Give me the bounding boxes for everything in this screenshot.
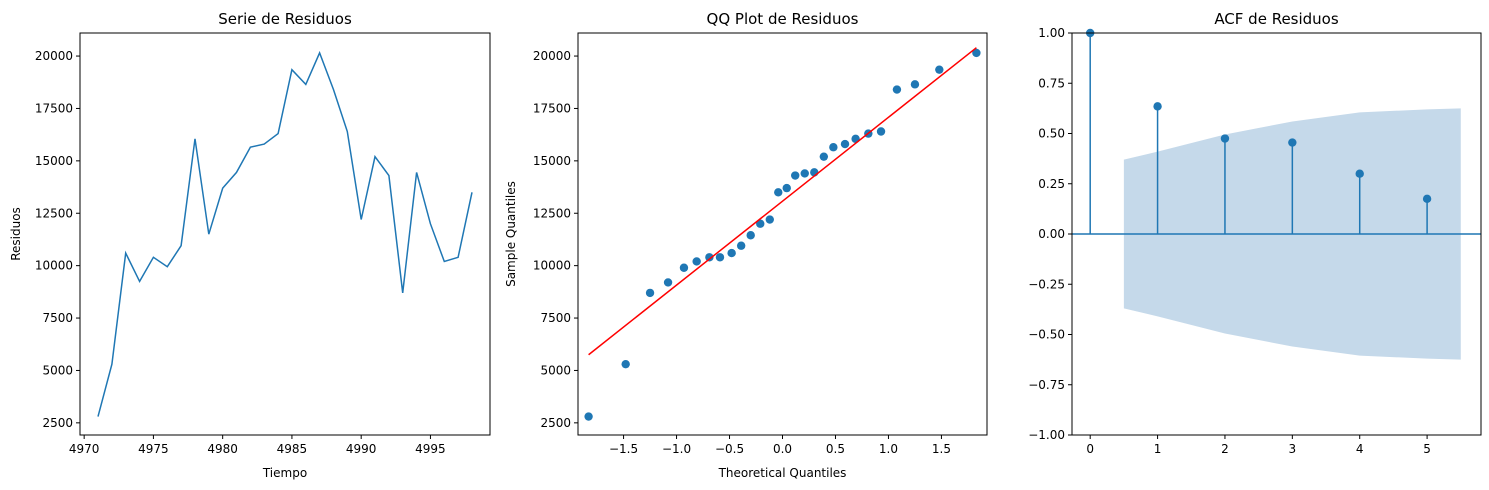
y-tick-label: 17500	[35, 101, 73, 115]
y-tick-label: 20000	[533, 49, 571, 63]
qq-point	[645, 288, 655, 298]
chart-title: QQ Plot de Residuos	[707, 10, 859, 28]
residual-series-line	[97, 50, 473, 417]
x-tick-label: 4975	[138, 442, 169, 456]
qq-point	[819, 152, 829, 161]
qq-point	[935, 65, 944, 74]
x-tick-label: 1.5	[932, 442, 951, 456]
axes-frame	[1071, 32, 1482, 436]
y-tick-label: −0.25	[1028, 277, 1065, 291]
x-tick-label: 4985	[277, 442, 308, 456]
y-axis-label: Sample Quantiles	[504, 181, 518, 287]
qq-point	[800, 169, 809, 178]
x-tick-label: 3	[1289, 442, 1297, 456]
y-tick-label: 2500	[540, 416, 571, 430]
y-tick-label: 15000	[533, 154, 571, 168]
qq-point	[765, 215, 774, 224]
axes-frame	[577, 32, 988, 436]
qq-point	[840, 139, 850, 149]
x-tick-label: 0	[1086, 442, 1094, 456]
chart-1: Serie de Residuos 4970 4975 4980 4985 4990 499…	[9, 10, 491, 480]
qq-point	[715, 253, 725, 262]
y-tick-label: 0.25	[1038, 177, 1065, 191]
qq-point	[705, 253, 714, 262]
y-tick-label: 12500	[35, 206, 73, 220]
x-tick-label: 1.0	[879, 442, 898, 456]
x-tick-label: 2	[1221, 442, 1229, 456]
chart-title: Serie de Residuos	[218, 10, 352, 28]
axes-frame	[79, 32, 491, 436]
acf-point	[1153, 102, 1162, 111]
x-tick-label: 4970	[69, 442, 100, 456]
qq-point	[756, 219, 765, 228]
y-tick-label: 10000	[533, 259, 571, 273]
qq-point	[584, 412, 593, 421]
y-tick-label: 12500	[533, 206, 571, 220]
x-axis-label: Theoretical Quantiles	[718, 466, 847, 480]
y-tick-label: 5000	[42, 363, 73, 377]
qq-point	[736, 241, 746, 250]
qq-point	[972, 48, 981, 58]
x-tick-label: 4	[1356, 442, 1364, 456]
y-tick-label: −1.00	[1028, 428, 1065, 442]
x-tick-label: 4980	[207, 442, 238, 456]
acf-point	[1220, 134, 1230, 143]
qq-point	[746, 231, 755, 240]
x-tick-label: 4990	[346, 442, 377, 456]
x-tick-label: 5	[1423, 442, 1431, 456]
y-tick-label: 0.50	[1038, 127, 1065, 141]
y-tick-label: −0.75	[1028, 378, 1065, 392]
y-tick-label: 0.75	[1038, 76, 1065, 90]
qq-point	[679, 263, 689, 272]
acf-point	[1288, 138, 1297, 147]
x-tick-label: −0.5	[715, 442, 744, 456]
qq-point	[621, 359, 630, 369]
x-tick-label: 0.0	[773, 442, 792, 456]
chart-3: ACF de Residuos 0 1 2 3 4 5 −1.00 −0.75 −0.50 −0.2…	[1028, 10, 1482, 456]
chart-title: ACF de Residuos	[1214, 10, 1339, 28]
acf-point	[1422, 194, 1432, 204]
qq-point	[692, 257, 701, 266]
y-tick-label: 1.00	[1038, 26, 1065, 40]
y-tick-label: 20000	[35, 49, 73, 63]
qq-point	[910, 80, 920, 89]
y-tick-label: 10000	[35, 259, 73, 273]
x-tick-label: −1.5	[609, 442, 638, 456]
qq-point	[774, 188, 783, 197]
qq-point	[782, 183, 791, 193]
x-tick-label: −1.0	[662, 442, 691, 456]
chart-2: QQ Plot de Residuos −1.5 −1.0 −0.5 0.0 0.5 1.0…	[504, 10, 988, 480]
acf-point	[1355, 169, 1364, 178]
x-tick-label: 4995	[415, 442, 446, 456]
qq-point	[892, 85, 902, 94]
y-axis-label: Residuos	[9, 207, 23, 261]
y-tick-label: 0.00	[1038, 227, 1065, 241]
x-tick-label: 0.5	[826, 442, 845, 456]
qq-point	[663, 278, 673, 287]
y-tick-label: 7500	[540, 311, 571, 325]
y-tick-label: 17500	[533, 101, 571, 115]
y-tick-label: 5000	[540, 363, 571, 377]
qq-point	[829, 143, 838, 152]
qq-point	[791, 171, 800, 180]
y-tick-label: 15000	[35, 154, 73, 168]
y-tick-label: −0.50	[1028, 328, 1065, 342]
x-axis-label: Tiempo	[262, 466, 307, 480]
qq-point	[727, 248, 736, 258]
y-tick-label: 2500	[42, 416, 73, 430]
y-tick-label: 7500	[42, 311, 73, 325]
qq-point	[876, 127, 886, 136]
qq-reference-line	[588, 47, 977, 356]
x-tick-label: 1	[1154, 442, 1162, 456]
